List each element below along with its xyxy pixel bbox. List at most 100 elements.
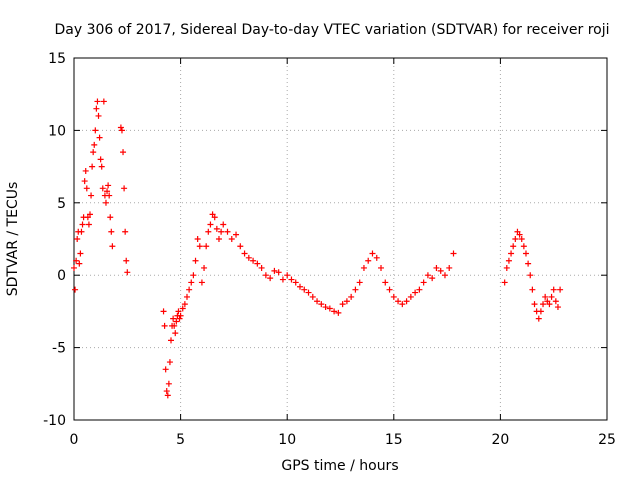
data-point: [382, 279, 389, 286]
data-point: [163, 388, 170, 395]
data-point: [550, 286, 557, 293]
data-point: [318, 301, 325, 308]
data-point: [546, 301, 553, 308]
data-point: [288, 276, 295, 283]
data-point: [433, 264, 440, 271]
y-tick-label: 0: [57, 268, 66, 284]
data-point: [531, 301, 538, 308]
y-tick-label: -5: [52, 341, 66, 357]
data-point: [395, 298, 402, 305]
data-point: [120, 149, 127, 156]
data-point: [535, 315, 542, 322]
data-point: [512, 236, 519, 242]
data-point: [123, 257, 130, 264]
data-point: [177, 312, 184, 319]
x-axis-label: GPS time / hours: [281, 458, 398, 474]
data-point: [179, 305, 186, 312]
data-point: [305, 289, 312, 296]
data-point: [215, 236, 222, 242]
data-point: [258, 264, 265, 271]
x-tick-label: 10: [278, 432, 296, 448]
data-point: [557, 286, 564, 293]
x-tick-label: 0: [70, 432, 79, 448]
data-point: [102, 199, 109, 206]
data-point: [429, 275, 436, 282]
data-point: [271, 267, 278, 274]
data-point: [228, 236, 235, 242]
data-point: [501, 279, 508, 286]
data-points: [71, 98, 564, 399]
data-point: [322, 304, 329, 311]
data-point: [76, 260, 83, 267]
data-point: [104, 188, 111, 195]
data-point: [309, 293, 316, 300]
data-point: [548, 293, 555, 300]
data-point: [173, 318, 180, 325]
data-point: [196, 243, 203, 250]
data-point: [183, 293, 190, 300]
data-point: [331, 308, 338, 315]
data-point: [420, 279, 427, 286]
data-point: [175, 308, 182, 315]
data-point: [348, 293, 355, 300]
data-point: [205, 228, 212, 235]
data-point: [540, 301, 547, 308]
data-point: [213, 225, 220, 232]
data-point: [399, 301, 406, 308]
data-point: [81, 178, 88, 185]
data-point: [233, 231, 240, 238]
data-point: [437, 267, 444, 274]
data-point: [284, 272, 291, 279]
data-point: [168, 337, 175, 344]
data-point: [416, 286, 423, 293]
data-point: [525, 260, 532, 267]
data-point: [520, 243, 527, 250]
data-point: [407, 293, 414, 300]
data-point: [161, 322, 168, 329]
data-point: [78, 228, 85, 235]
data-point: [527, 272, 534, 279]
data-point: [537, 308, 544, 315]
data-point: [91, 141, 98, 148]
data-point: [450, 250, 457, 257]
y-tick-label: -10: [43, 413, 66, 429]
data-point: [378, 264, 385, 271]
data-point: [516, 231, 523, 238]
data-point: [250, 257, 257, 264]
data-point: [124, 269, 131, 276]
data-point: [71, 264, 77, 271]
data-point: [326, 305, 333, 312]
data-point: [170, 315, 177, 322]
data-point: [166, 359, 173, 366]
data-point: [360, 264, 367, 271]
data-point: [201, 264, 208, 271]
data-point: [107, 214, 114, 221]
x-tick-label: 15: [385, 432, 403, 448]
data-point: [275, 269, 282, 276]
data-point: [162, 366, 169, 373]
data-point: [224, 228, 231, 235]
data-point: [94, 98, 101, 105]
data-point: [93, 105, 100, 112]
data-point: [542, 293, 549, 300]
x-tick-label: 25: [598, 432, 616, 448]
data-point: [211, 214, 218, 221]
x-tick-label: 20: [491, 432, 509, 448]
data-point: [98, 163, 105, 170]
data-point: [369, 250, 376, 257]
data-point: [518, 236, 525, 242]
data-point: [106, 192, 113, 199]
data-point: [335, 309, 342, 316]
data-point: [73, 257, 80, 264]
data-point: [296, 283, 303, 290]
data-point: [510, 243, 517, 250]
data-point: [529, 286, 536, 293]
data-point: [121, 185, 128, 192]
data-point: [164, 392, 171, 399]
data-point: [83, 185, 90, 192]
data-point: [118, 127, 125, 134]
data-point: [198, 279, 205, 286]
data-point: [314, 298, 321, 305]
data-point: [105, 182, 112, 189]
data-point: [390, 293, 397, 300]
